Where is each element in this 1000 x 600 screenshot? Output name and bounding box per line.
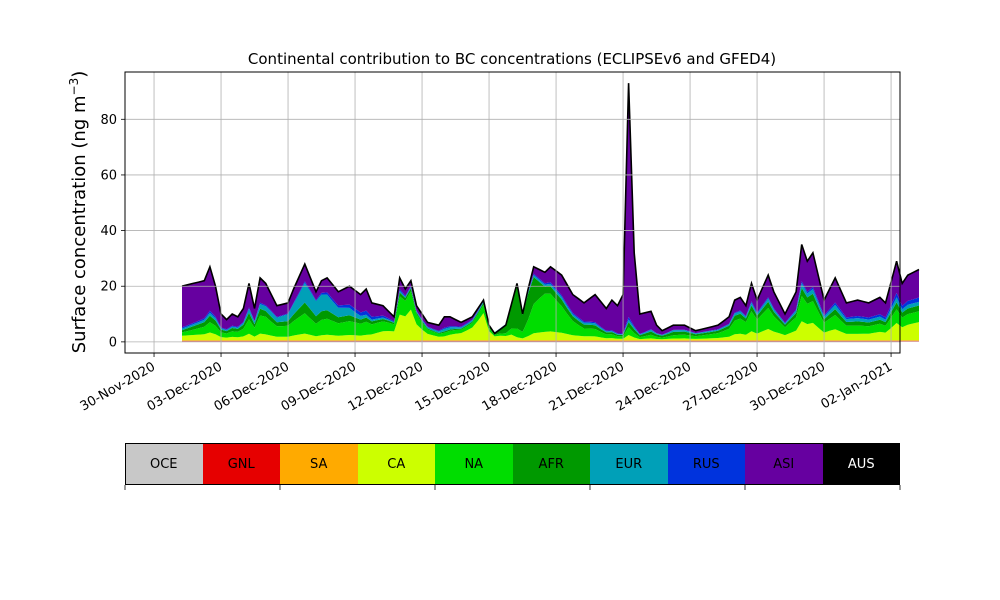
area-rus [182,273,919,335]
legend-item-label: SA [310,456,328,472]
legend-item-oce: OCE [125,443,203,485]
legend-item-na: NA [435,443,513,485]
legend-item-gnl: GNL [202,443,280,485]
legend-item-rus: RUS [667,443,745,485]
plot-frame [124,71,901,354]
x-tick-label: 15-Dec-2020 [413,359,493,414]
plot-area [181,83,920,342]
x-tick-label: 12-Dec-2020 [346,359,426,414]
legend-item-label: EUR [615,456,643,472]
chart-title: Continental contribution to BC concentra… [248,50,776,68]
area-sa [182,340,919,341]
legend-item-label: GNL [227,456,255,472]
legend-item-label: NA [464,456,484,472]
y-axis-label: Surface concentration (ng m−3) [67,71,90,354]
legend-item-label: RUS [692,456,720,472]
legend-item-label: AFR [538,456,564,472]
x-tick-label: 27-Dec-2020 [681,359,761,414]
area-asi [182,83,919,335]
x-tick-label: 06-Dec-2020 [212,359,292,414]
legend-item-label: AUS [847,456,875,472]
legend-item-label: CA [387,456,406,472]
legend-item-label: ASI [773,456,795,472]
legend-item-asi: ASI [745,443,823,485]
x-tick-label: 03-Dec-2020 [145,359,225,414]
legend-item-ca: CA [357,443,435,485]
legend-item-afr: AFR [512,443,590,485]
area-na [182,291,919,340]
grid-lines [125,72,900,353]
x-tick-label: 30-Nov-2020 [78,359,158,414]
y-tick-label: 20 [100,280,117,295]
x-tick-label: 30-Dec-2020 [748,359,828,414]
area-gnl [182,340,919,342]
area-afr [182,277,919,338]
y-tick-label: 40 [100,224,117,239]
x-tick-label: 18-Dec-2020 [480,359,560,414]
x-tick-label: 02-Jan-2021 [818,359,895,412]
total-line [181,83,920,335]
area-ca [182,309,919,341]
y-tick-label: 60 [100,168,117,183]
area-eur [182,275,919,336]
y-tick-label: 0 [109,335,117,350]
x-tick-label: 24-Dec-2020 [614,359,694,414]
y-tick-label: 80 [100,113,117,128]
legend-item-aus: AUS [822,443,900,485]
legend-item-eur: EUR [590,443,668,485]
x-tick-label: 09-Dec-2020 [279,359,359,414]
legend-item-label: OCE [149,456,178,472]
legend-ticks [124,485,901,490]
x-tick-label: 21-Dec-2020 [547,359,627,414]
y-axis-label-superscript: −3 [67,78,81,96]
legend-item-sa: SA [280,443,358,485]
